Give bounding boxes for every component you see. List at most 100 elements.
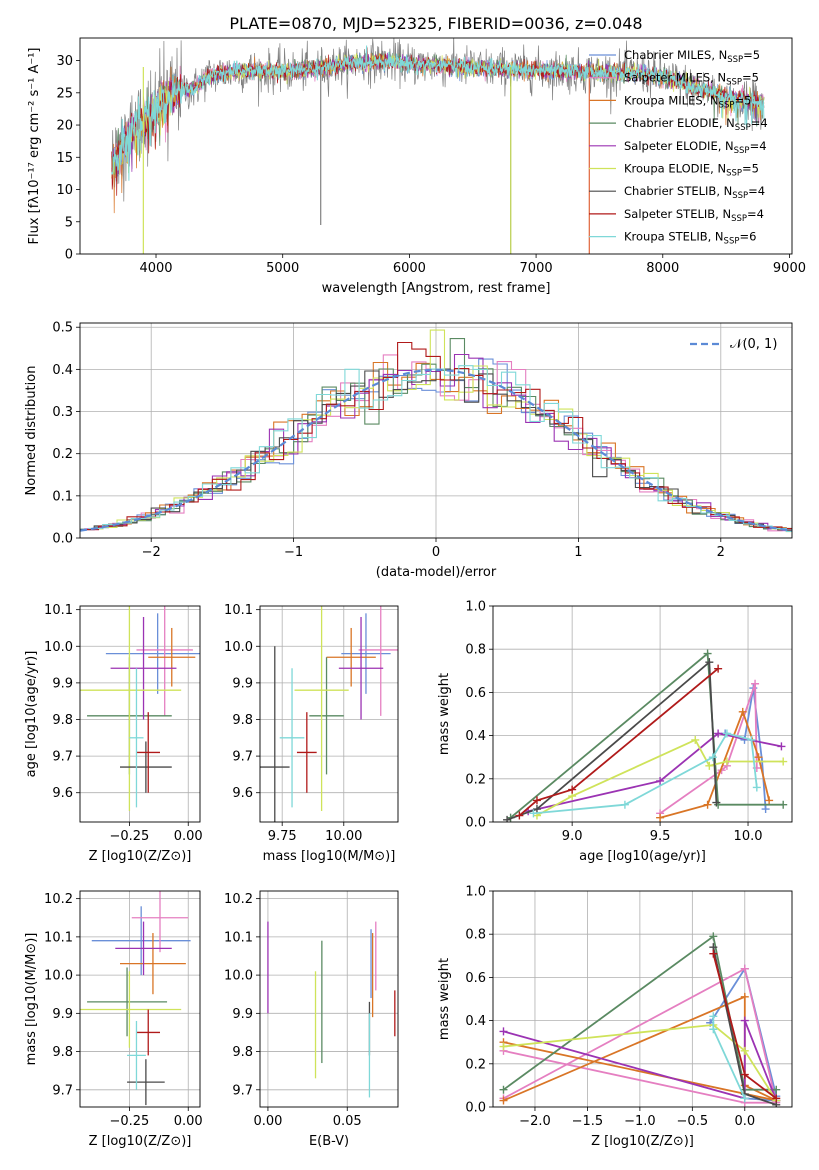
panel-spectrum: 4000 5000 6000 7000 8000 9000 0 5 10 15 20 25 30 wave…	[27, 37, 806, 296]
x-tick-label: 4000	[139, 261, 172, 276]
x-tick-label: 9.75	[268, 829, 297, 844]
y-tick-label: 0.3	[52, 405, 73, 420]
weight-point	[772, 1094, 781, 1103]
panel-weight-vs-Z: −2.0 −1.5 −1.0 −0.5 0.0 0.0 0.2 0.4 0.6 0.8 1.0 Z […	[437, 885, 793, 1149]
x-tick-label: 1	[574, 545, 582, 560]
spectrum-line-8	[111, 45, 765, 181]
y-tick-label: 10	[56, 183, 73, 198]
x-tick-label: −1.5	[572, 1114, 604, 1129]
axes-frame	[492, 890, 793, 1108]
plot-area-spectrum	[111, 38, 765, 254]
weight-point	[740, 1070, 749, 1079]
x-axis-label: mass [log10(M/M⊙)]	[263, 849, 396, 864]
x-tick-label: 10.0	[734, 829, 763, 844]
x-tick-label: 9.0	[562, 829, 583, 844]
weight-point	[499, 1085, 508, 1094]
x-tick-label: −0.5	[677, 1114, 709, 1129]
y-tick-label: 0.0	[465, 1101, 486, 1116]
panel-weight-vs-age: 9.0 9.5 10.0 0.0 0.2 0.4 0.6 0.8 1.0 age [log10(a…	[437, 600, 793, 864]
plot-area-mass-vs-EBV	[260, 891, 398, 1107]
plot-area-weight-vs-Z	[493, 891, 792, 1107]
y-tick-label: 25	[56, 86, 73, 101]
panel-residuals: −2 −1 0 1 2 0.0 0.1 0.2 0.3 0.4 0.5 (data-model)/er…	[24, 321, 793, 580]
weight-point	[529, 809, 538, 818]
weight-point	[752, 783, 761, 792]
legend-label: Kroupa STELIB, NSSP=6	[624, 230, 756, 247]
y-tick-label: 10.0	[224, 640, 253, 655]
weight-point	[740, 1046, 749, 1055]
x-tick-label: 9000	[773, 261, 806, 276]
y-tick-label: 9.9	[232, 676, 253, 691]
axes-frame	[79, 605, 201, 823]
weight-point	[705, 658, 714, 667]
y-tick-label: 1.0	[465, 600, 486, 615]
y-tick-label: 10.2	[224, 892, 253, 907]
y-axis-label: mass weight	[437, 958, 452, 1040]
weight-point	[656, 813, 665, 822]
legend-label: Kroupa ELODIE, NSSP=5	[624, 162, 759, 179]
panel-mass-vs-Z: −0.25 0.00 9.7 9.8 9.9 10.0 10.1 10.2 Z [log10(Z…	[24, 890, 203, 1149]
weight-point	[747, 735, 756, 744]
x-axis-label: Z [log10(Z/Z⊙)]	[591, 1134, 694, 1149]
weight-point	[709, 1025, 718, 1034]
figure-title: PLATE=0870, MJD=52325, FIBERID=0036, z=0…	[229, 14, 642, 33]
histogram-series	[84, 341, 792, 531]
weight-point	[499, 1027, 508, 1036]
y-tick-label: 10.0	[44, 640, 73, 655]
plot-area-mass-vs-Z	[80, 891, 200, 1107]
legend-label: Kroupa MILES, NSSP=5	[624, 93, 751, 110]
weight-point	[709, 949, 718, 958]
legend-label: Chabrier STELIB, NSSP=4	[624, 184, 765, 201]
y-tick-label: 10.0	[224, 969, 253, 984]
legend-label: 𝒩(0, 1)	[730, 337, 777, 352]
weight-point	[532, 805, 541, 814]
x-tick-label: 0.00	[174, 1114, 203, 1129]
weight-point	[499, 1096, 508, 1105]
weight-point	[740, 964, 749, 973]
y-axis-label: mass [log10(M/M⊙)]	[24, 933, 39, 1066]
axes-frame	[492, 605, 793, 823]
x-tick-label: 8000	[646, 261, 679, 276]
weight-point	[503, 815, 512, 822]
x-tick-label: 2	[717, 545, 725, 560]
weight-series-line	[503, 1023, 778, 1101]
y-tick-label: 0.2	[465, 772, 486, 787]
x-tick-label: 0	[432, 545, 440, 560]
y-tick-label: 9.8	[232, 713, 253, 728]
y-tick-label: 0.4	[465, 1014, 486, 1029]
axes-frame	[79, 37, 793, 255]
y-tick-label: 20	[56, 119, 73, 134]
plot-area-age-vs-Z	[80, 606, 200, 822]
histogram-series	[80, 368, 792, 531]
y-tick-label: 0.4	[52, 363, 73, 378]
x-axis-label: Z [log10(Z/Z⊙)]	[89, 849, 192, 864]
weight-point	[754, 753, 763, 762]
y-tick-label: 9.8	[232, 1045, 253, 1060]
legend-label: Salpeter STELIB, NSSP=4	[624, 207, 764, 224]
y-tick-label: 0.8	[465, 643, 486, 658]
x-tick-label: −1.0	[624, 1114, 656, 1129]
weight-series-line	[503, 1020, 778, 1101]
weight-series-line	[724, 687, 767, 810]
weight-point	[777, 742, 786, 751]
x-tick-label: 5000	[266, 261, 299, 276]
weight-series-line	[518, 667, 719, 817]
y-tick-label: 9.9	[232, 1007, 253, 1022]
y-tick-label: 9.9	[52, 1007, 73, 1022]
y-tick-label: 9.8	[52, 713, 73, 728]
y-tick-label: 0.0	[52, 532, 73, 547]
y-tick-label: 0.4	[465, 729, 486, 744]
y-tick-label: 0.8	[465, 928, 486, 943]
y-tick-label: 15	[56, 151, 73, 166]
y-tick-label: 0.6	[465, 686, 486, 701]
axes-frame	[259, 890, 399, 1108]
y-tick-label: 0.5	[52, 321, 73, 336]
weight-point	[779, 800, 788, 809]
x-tick-label: 7000	[520, 261, 553, 276]
y-tick-label: 9.9	[52, 676, 73, 691]
y-tick-label: 10.1	[44, 930, 73, 945]
panel-age-vs-mass: 9.75 10.00 9.6 9.7 9.8 9.9 10.0 10.1 mass [log10…	[224, 603, 399, 864]
x-tick-label: −0.25	[109, 1114, 149, 1129]
weight-point	[515, 811, 524, 820]
weight-point	[722, 757, 731, 766]
